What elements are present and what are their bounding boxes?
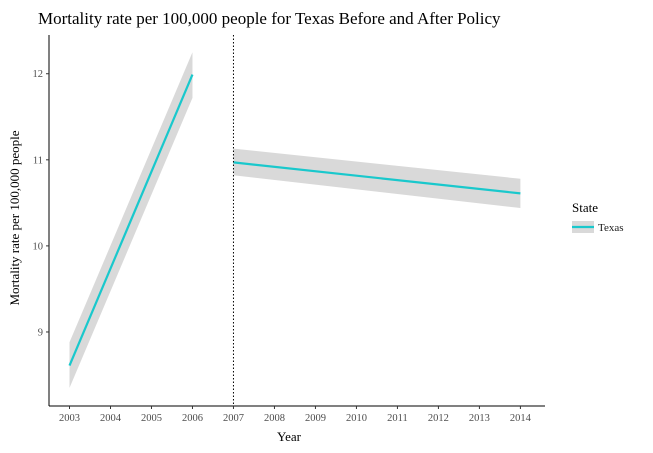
- legend-title: State: [572, 200, 598, 215]
- x-tick-label: 2011: [387, 413, 408, 424]
- trend-line-segment-1: [68, 74, 194, 366]
- x-axis-ticks: 2003 2004 2005 2006 2007 2008 2009 2010 2011 2012…: [59, 406, 532, 424]
- legend-label-texas: Texas: [598, 222, 624, 234]
- x-axis-title: Year: [277, 429, 302, 444]
- x-tick-label: 2007: [223, 413, 244, 424]
- y-tick-label: 12: [33, 69, 44, 80]
- x-tick-label: 2012: [428, 413, 449, 424]
- x-tick-label: 2008: [264, 413, 285, 424]
- confidence-ribbons: [69, 52, 521, 388]
- x-tick-label: 2004: [100, 413, 122, 424]
- x-tick-label: 2010: [346, 413, 367, 424]
- x-tick-label: 2005: [141, 413, 162, 424]
- series-lines: [68, 74, 521, 366]
- y-axis-ticks: 9 10 11 12: [33, 69, 49, 338]
- x-tick-label: 2006: [182, 413, 203, 424]
- y-tick-label: 10: [33, 241, 44, 252]
- x-tick-label: 2003: [59, 413, 80, 424]
- x-tick-label: 2009: [305, 413, 326, 424]
- y-tick-label: 9: [38, 327, 43, 338]
- y-tick-label: 11: [33, 155, 43, 166]
- y-axis-title: Mortality rate per 100,000 people: [7, 130, 22, 305]
- x-tick-label: 2013: [469, 413, 490, 424]
- trend-line-segment-2: [233, 161, 521, 195]
- x-tick-label: 2014: [510, 413, 532, 424]
- chart-title: Mortality rate per 100,000 people for Te…: [38, 9, 501, 28]
- legend: State Texas: [572, 200, 624, 234]
